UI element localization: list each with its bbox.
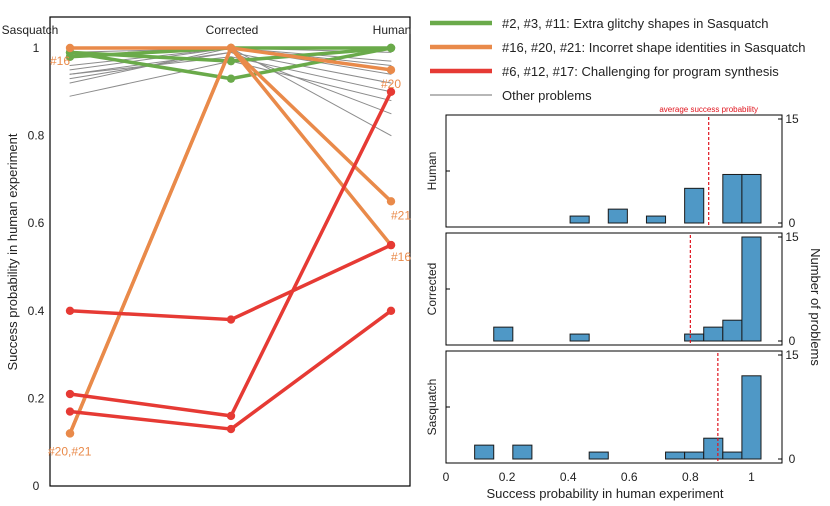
hist-bar xyxy=(684,187,705,224)
hist-panel-human: 0 15 average success probability Human xyxy=(425,105,799,230)
slope-point xyxy=(65,389,75,399)
legend-label: #6, #12, #17: Challenging for program sy… xyxy=(502,64,779,79)
slope-point xyxy=(65,52,75,61)
slope-chart: 0 0.2 0.4 0.6 0.8 1 Success probability in hu… xyxy=(2,16,412,493)
slope-ytick-label: 0.4 xyxy=(28,304,45,318)
slope-point xyxy=(226,411,236,421)
hist-mean-label: average success probability xyxy=(659,105,758,114)
hist-bar xyxy=(569,215,590,224)
slope-line-synthesis xyxy=(68,309,393,431)
hist-bar xyxy=(741,375,762,460)
hist-bar xyxy=(741,236,762,342)
hist-panel-label: Corrected xyxy=(425,263,439,316)
hist-panel-label: Sasquatch xyxy=(425,379,439,436)
legend-label: #2, #3, #11: Extra glitchy shapes in Sas… xyxy=(502,16,768,31)
hist-xlabel: Success probability in human experiment xyxy=(486,486,723,501)
hist-bar xyxy=(569,333,590,342)
slope-point xyxy=(386,87,396,97)
slope-line-other xyxy=(69,56,392,93)
slope-annotation: #16 xyxy=(50,54,70,68)
hist-bar xyxy=(588,451,609,460)
hist-bar xyxy=(684,451,705,460)
slope-line-synthesis xyxy=(68,243,393,322)
slope-annotation: #16 xyxy=(391,250,411,264)
hist-xtick-label: 0.8 xyxy=(682,470,699,484)
hist-bar xyxy=(474,444,495,460)
slope-line-identity xyxy=(68,46,393,436)
hist-xticks: 0 0.2 0.4 0.6 0.8 1 xyxy=(443,470,755,484)
slope-point xyxy=(386,197,396,206)
legend: #2, #3, #11: Extra glitchy shapes in Sas… xyxy=(430,16,806,103)
hist-ytick-label: 0 xyxy=(789,452,796,466)
hist-ytick-label: 15 xyxy=(785,348,799,362)
hist-ytick-label: 15 xyxy=(785,112,799,126)
hist-bar xyxy=(512,444,533,460)
slope-point xyxy=(226,424,236,434)
hist-xtick-label: 0.4 xyxy=(560,470,577,484)
hist-bar xyxy=(741,173,762,224)
hist-bar xyxy=(722,319,743,342)
hist-bar xyxy=(722,451,743,460)
slope-ytick-label: 0.6 xyxy=(28,216,45,230)
slope-point xyxy=(65,43,75,53)
hist-bar xyxy=(722,173,743,224)
legend-label: #16, #20, #21: Incorret shape identities… xyxy=(502,40,806,55)
hist-bar xyxy=(703,437,724,460)
slope-annotation: #21 xyxy=(391,208,411,222)
hist-bar xyxy=(645,215,667,224)
hist-xtick-label: 0.2 xyxy=(499,470,516,484)
slope-point xyxy=(386,240,396,250)
slope-ytick-label: 0.8 xyxy=(28,129,45,143)
slope-category-label: Corrected xyxy=(206,23,259,37)
hist-ytick-label: 0 xyxy=(789,334,796,348)
hist-xtick-label: 1 xyxy=(748,470,755,484)
hist-bar xyxy=(665,451,686,460)
slope-line-synthesis xyxy=(68,90,393,418)
slope-category-label: Sasquatch xyxy=(2,23,59,37)
hist-panel-corrected: 0 15 Corrected xyxy=(425,230,799,348)
slope-point xyxy=(65,429,75,438)
slope-point xyxy=(65,306,75,315)
hist-panel-sasquatch: 0 15 Sasquatch xyxy=(425,348,799,466)
hist-bar xyxy=(703,326,724,342)
hist-xtick-label: 0 xyxy=(443,470,450,484)
slope-category-label: Human xyxy=(373,23,412,37)
hist-ylabel: Number of problems xyxy=(808,248,823,366)
slope-line-identity xyxy=(68,46,393,436)
slope-point xyxy=(226,56,236,66)
slope-point xyxy=(226,74,236,83)
slope-plot-frame xyxy=(49,16,411,487)
hist-frame xyxy=(445,350,783,464)
legend-label: Other problems xyxy=(502,88,592,103)
hist-panel-label: Human xyxy=(425,152,439,191)
hist-bar xyxy=(493,326,514,342)
hist-ytick-label: 15 xyxy=(785,230,799,244)
slope-point xyxy=(226,315,236,324)
slope-point xyxy=(386,43,396,53)
slope-point xyxy=(65,407,75,416)
slope-point xyxy=(386,65,396,75)
hist-bar xyxy=(607,208,628,224)
slope-annotation: #20 xyxy=(381,77,401,91)
slope-ytick-label: 0 xyxy=(33,479,40,493)
slope-annotation: #20,#21 xyxy=(48,444,92,458)
hist-xtick-label: 0.6 xyxy=(621,470,638,484)
slope-ylabel: Success probability in human experiment xyxy=(5,133,20,370)
hist-ytick-label: 0 xyxy=(789,216,796,230)
slope-ytick-label: 1 xyxy=(33,41,40,55)
slope-point xyxy=(386,306,396,315)
hist-bar xyxy=(684,333,705,342)
slope-ytick-label: 0.2 xyxy=(28,391,45,405)
slope-point xyxy=(226,43,236,53)
